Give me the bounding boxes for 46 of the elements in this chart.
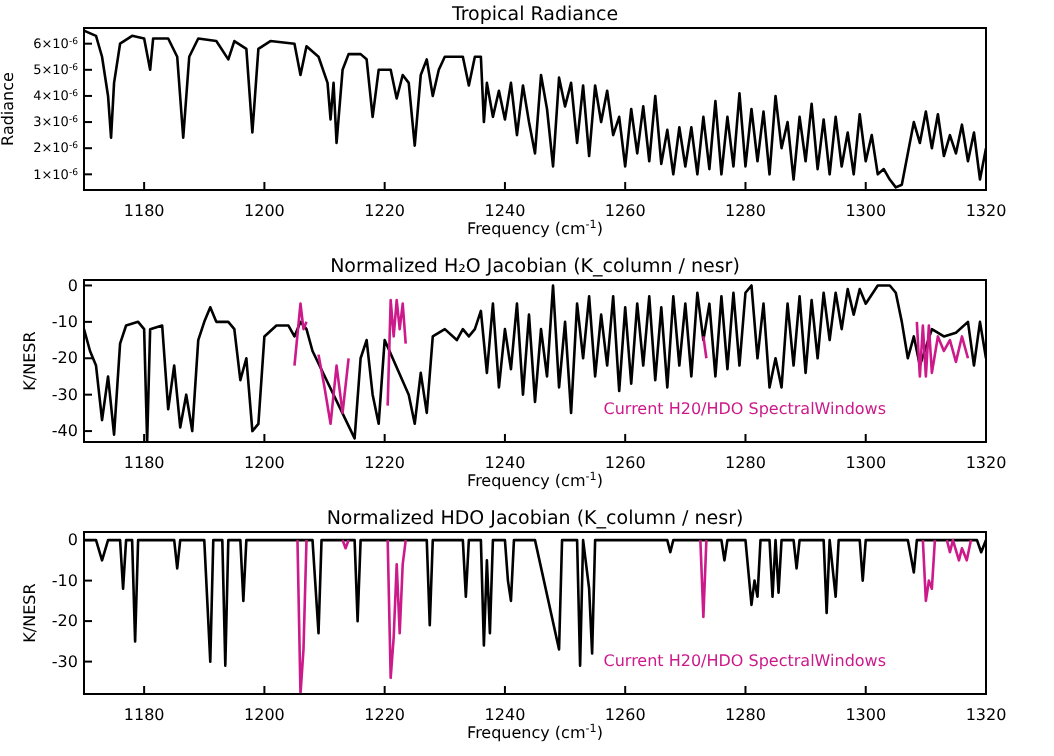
x-tick-label: 1220 [364,453,406,472]
x-axis-title: Frequency (cm$^{-1}$) [467,722,603,742]
y-tick-label: -20 [51,349,78,368]
x-tick-label: 1220 [364,705,406,724]
x-tick-label: 1200 [244,705,285,724]
x-tick-label: 1240 [484,453,526,472]
x-tick-label: 1180 [123,201,165,220]
y-axis-title: K/NESR [21,582,40,643]
chart-title: Tropical Radiance [449,4,619,26]
x-tick-label: 1240 [484,705,526,724]
x-tick-label: 1240 [484,201,526,220]
x-axis-title: Frequency (cm$^{-1}$) [467,218,603,238]
x-tick-label: 1300 [845,453,887,472]
y-tick-label: 0 [67,276,78,295]
y-tick-label: -20 [51,612,78,631]
y-axis-title: Radiance [0,71,18,146]
x-tick-label: 1300 [845,201,887,220]
chart-title: Normalized HDO Jacobian (K_column / nesr) [326,508,744,530]
y-tick-label: -30 [51,385,78,404]
x-tick-label: 1260 [604,705,646,724]
line-series [84,29,986,189]
y-tick-label: -10 [51,571,78,590]
y-axis-title: K/NESR [21,330,40,391]
y-tick-label: -40 [51,422,78,441]
line-series [84,284,986,442]
x-tick-label: 1320 [965,453,1007,472]
text: Current H20/HDO SpectralWindows [603,652,886,670]
x-tick-label: 1300 [845,705,887,724]
y-tick-label: 0 [67,531,78,550]
chart-title: Normalized H₂O Jacobian (K_column / nesr) [330,256,740,278]
x-tick-label: 1320 [965,705,1007,724]
x-tick-label: 1220 [364,201,406,220]
y-tick-label: -30 [51,652,78,671]
x-tick-label: 1260 [604,453,646,472]
x-tick-label: 1180 [123,705,165,724]
x-axis-title: Frequency (cm$^{-1}$) [467,470,603,490]
x-tick-label: 1280 [725,705,766,724]
x-tick-label: 1200 [244,453,285,472]
x-tick-label: 1200 [244,201,285,220]
x-tick-label: 1260 [604,201,646,220]
y-tick-label: -10 [51,312,78,331]
text: Current H20/HDO SpectralWindows [603,400,886,418]
x-tick-label: 1280 [725,201,766,220]
x-tick-label: 1180 [123,453,165,472]
x-tick-label: 1320 [965,201,1007,220]
x-tick-label: 1280 [725,453,766,472]
